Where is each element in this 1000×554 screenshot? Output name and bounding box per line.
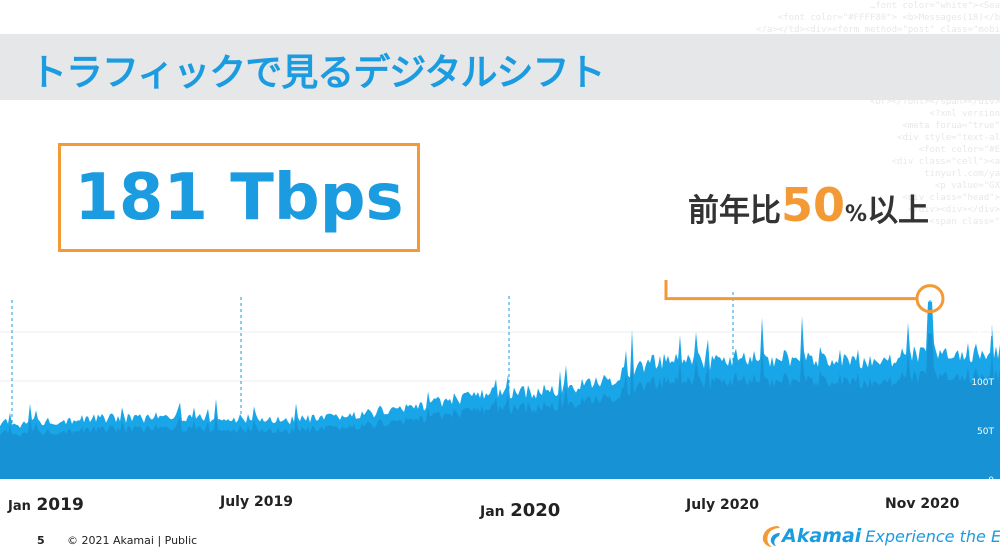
kpi-value: 181 Tbps xyxy=(74,160,404,235)
peak-connector-line xyxy=(664,280,917,301)
traffic-area-shade xyxy=(0,333,1000,479)
traffic-chart: 150T 100T 50T 0 xyxy=(0,280,1000,486)
x-tick-label-nov-2020: Nov 2020 xyxy=(885,496,960,512)
title-bar: トラフィックで見るデジタルシフト xyxy=(0,34,1000,100)
kpi-box: 181 Tbps xyxy=(58,143,420,252)
x-tick-label-jan-2020: Jan 2020 xyxy=(480,500,561,521)
copyright-text: © 2021 Akamai | Public xyxy=(67,534,198,547)
peak-marker xyxy=(915,284,945,314)
brand-name: Akamai xyxy=(782,525,862,547)
akamai-wave-icon xyxy=(762,526,780,547)
yoy-percent: % xyxy=(845,202,868,227)
y-tick-label: 100T xyxy=(971,378,994,388)
yoy-growth: 前年比50%以上 xyxy=(688,178,929,232)
y-axis-ticks: 150T 100T 50T 0 xyxy=(971,329,994,486)
x-tick-label-july-2019: July 2019 xyxy=(220,494,293,510)
yoy-number: 50 xyxy=(781,178,846,232)
x-tick-label-july-2020: July 2020 xyxy=(686,497,759,513)
y-tick-label: 0 xyxy=(988,476,994,486)
slide-title: トラフィックで見るデジタルシフト xyxy=(30,51,606,94)
page-number: 5 xyxy=(37,534,45,547)
x-tick-label-jan-2019: Jan 2019 xyxy=(8,495,84,515)
yoy-prefix: 前年比 xyxy=(688,193,781,229)
yoy-suffix: 以上 xyxy=(867,193,930,229)
y-tick-label: 150T xyxy=(971,329,994,339)
y-tick-label: 50T xyxy=(977,427,994,437)
brand-tagline: Experience the Edge xyxy=(865,526,1000,546)
